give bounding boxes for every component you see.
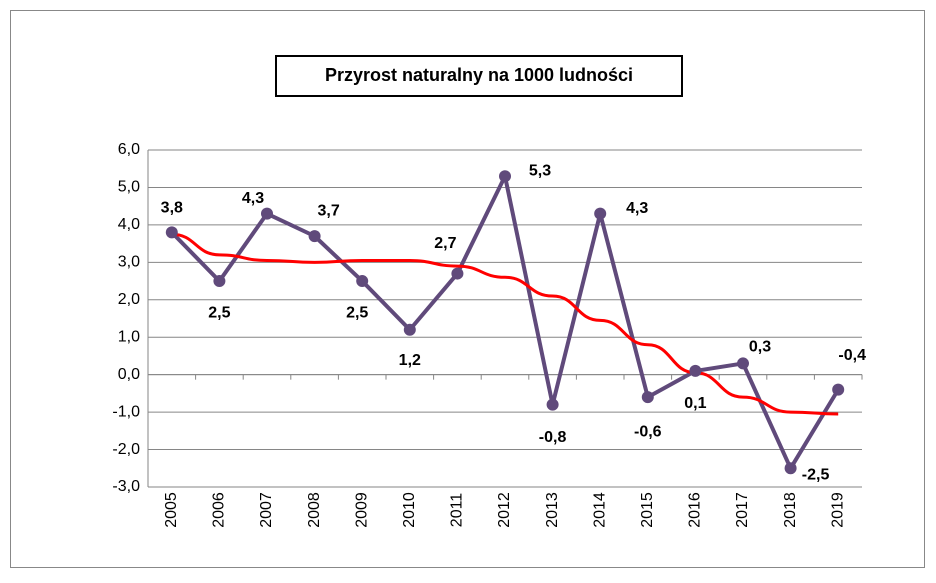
- data-label: 3,7: [317, 202, 339, 219]
- x-tick-label: 2018: [782, 492, 799, 528]
- x-tick-label: 2014: [591, 492, 608, 528]
- data-point: [451, 267, 464, 280]
- data-point: [689, 364, 702, 377]
- x-tick-label: 2007: [258, 492, 275, 528]
- data-label: 5,3: [529, 162, 551, 179]
- x-tick-label: 2011: [449, 493, 466, 528]
- trend-line: [171, 232, 839, 416]
- data-label: -2,5: [802, 466, 830, 483]
- y-tick-label: -2,0: [112, 441, 140, 458]
- data-label: 2,5: [346, 304, 368, 321]
- data-point: [261, 207, 273, 220]
- data-point: [784, 462, 797, 475]
- data-label: 2,5: [208, 304, 230, 321]
- chart-title: Przyrost naturalny na 1000 ludności: [325, 65, 633, 85]
- data-label: 3,8: [161, 200, 183, 217]
- x-tick-label: 2015: [639, 492, 656, 528]
- data-point: [499, 170, 511, 183]
- x-tick-label: 2016: [687, 492, 704, 528]
- data-point: [594, 207, 607, 220]
- y-tick-label: 4,0: [118, 216, 140, 233]
- x-tick-label: 2019: [829, 492, 846, 528]
- data-label: 0,1: [684, 395, 706, 412]
- data-label: -0,6: [634, 423, 662, 440]
- y-tick-label: 2,0: [118, 291, 140, 308]
- x-tick-label: 2010: [401, 492, 418, 528]
- data-label: 4,3: [626, 200, 648, 217]
- y-tick-label: 0,0: [118, 366, 140, 383]
- title-box: [275, 55, 683, 97]
- x-tick-label: 2012: [496, 492, 513, 528]
- y-tick-label: 5,0: [118, 179, 140, 196]
- data-label: 0,3: [749, 339, 771, 356]
- y-tick-label: -3,0: [112, 478, 140, 495]
- data-point: [165, 226, 178, 239]
- data-label: 2,7: [434, 235, 456, 252]
- data-point: [403, 323, 416, 336]
- data-point: [356, 275, 369, 288]
- x-tick-label: 2013: [544, 492, 561, 528]
- data-label: 1,2: [399, 352, 421, 369]
- data-label: -0,8: [539, 429, 567, 446]
- x-tick-label: 2005: [163, 492, 180, 528]
- data-point: [641, 391, 654, 404]
- data-point: [308, 230, 321, 243]
- y-tick-label: -1,0: [112, 403, 140, 420]
- x-tick-label: 2006: [211, 492, 228, 528]
- y-tick-label: 6,0: [118, 141, 140, 158]
- data-point: [737, 357, 749, 370]
- chart-frame: [10, 10, 925, 568]
- data-point: [213, 275, 226, 288]
- y-tick-label: 1,0: [118, 328, 140, 345]
- x-tick-label: 2008: [306, 492, 323, 528]
- data-label: 4,3: [242, 190, 264, 207]
- y-tick-label: 3,0: [118, 254, 140, 271]
- x-tick-label: 2009: [353, 492, 370, 528]
- data-point: [832, 383, 845, 396]
- data-label: -0,4: [838, 347, 866, 364]
- data-point: [546, 398, 559, 411]
- x-tick-label: 2017: [734, 492, 751, 528]
